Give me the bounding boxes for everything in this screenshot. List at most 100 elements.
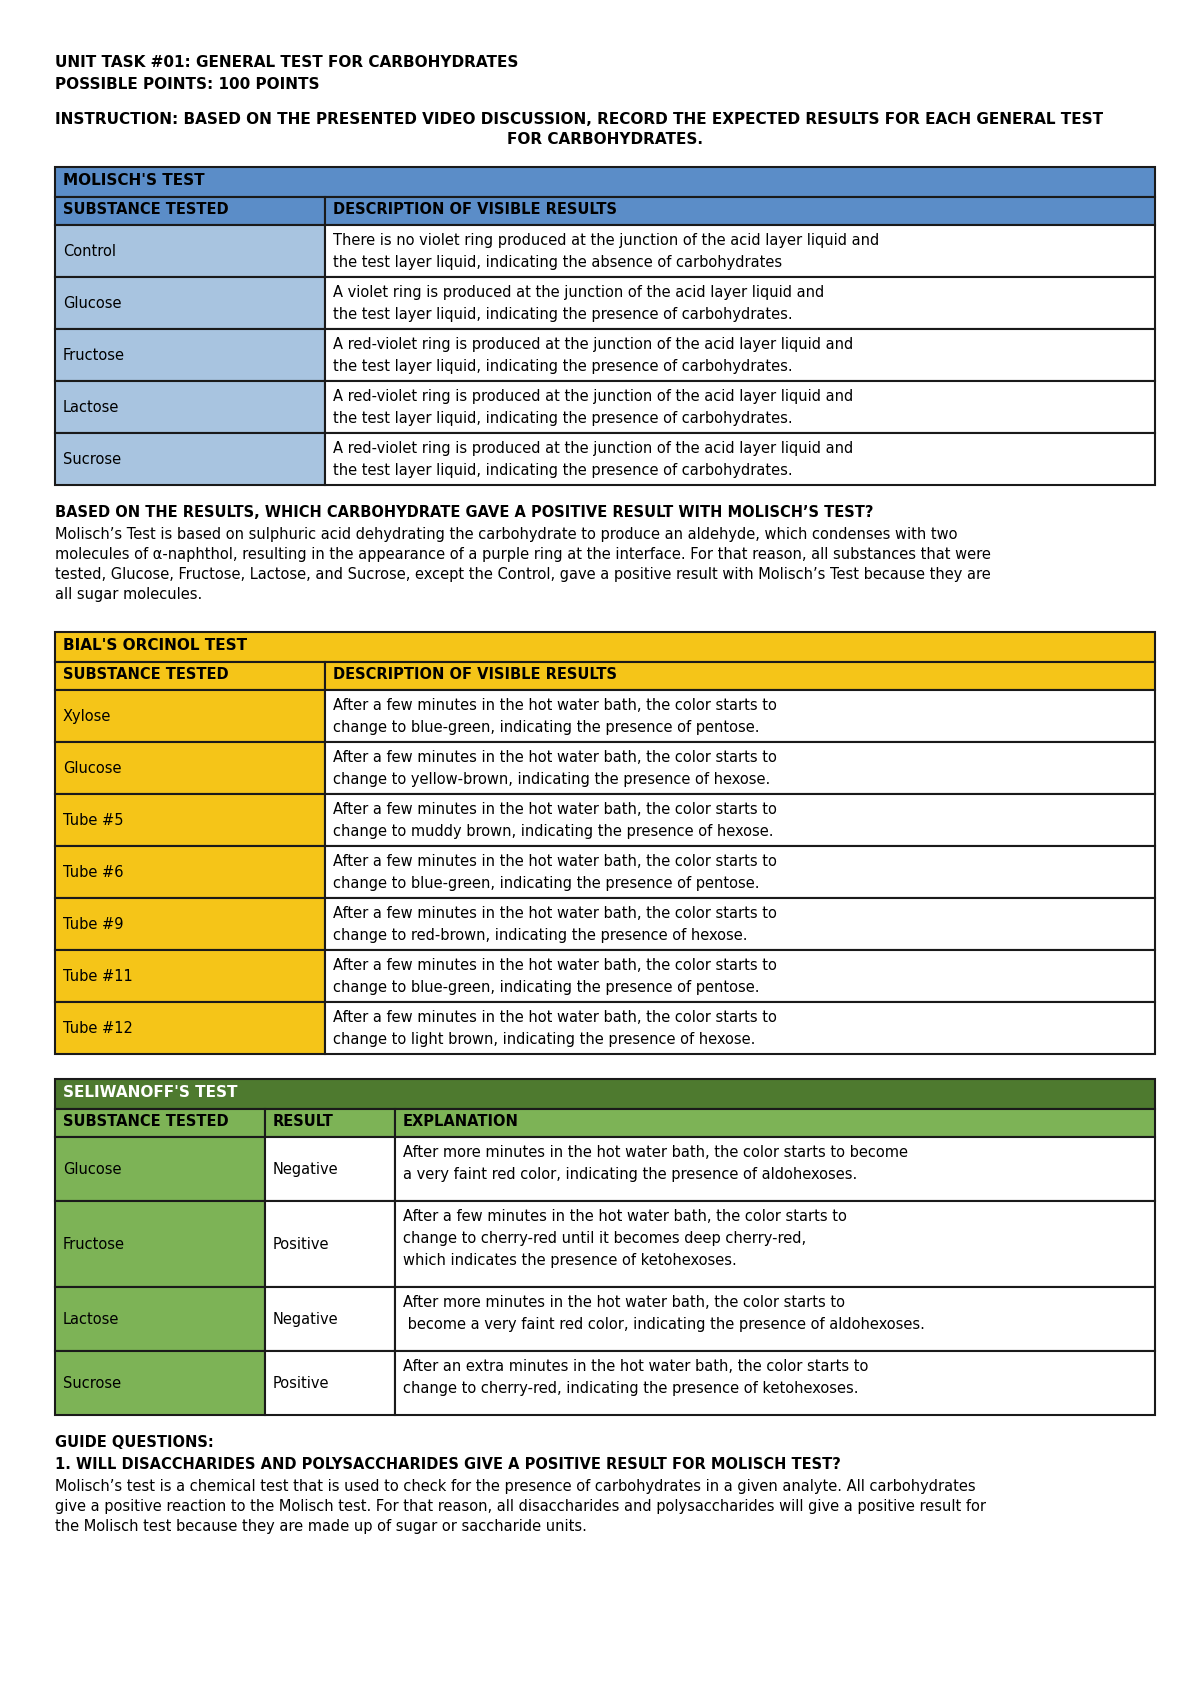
Text: Negative: Negative	[274, 1313, 338, 1328]
Text: UNIT TASK #01: GENERAL TEST FOR CARBOHYDRATES: UNIT TASK #01: GENERAL TEST FOR CARBOHYD…	[55, 54, 518, 70]
Text: Tube #5: Tube #5	[64, 813, 124, 829]
Text: RESULT: RESULT	[274, 1114, 334, 1129]
Text: tested, Glucose, Fructose, Lactose, and Sucrose, except the Control, gave a posi: tested, Glucose, Fructose, Lactose, and …	[55, 567, 991, 582]
Text: After a few minutes in the hot water bath, the color starts to: After a few minutes in the hot water bat…	[334, 854, 776, 869]
Text: FOR CARBOHYDRATES.: FOR CARBOHYDRATES.	[508, 132, 703, 148]
Bar	[325, 846, 1154, 898]
Text: GUIDE QUESTIONS:: GUIDE QUESTIONS:	[55, 1435, 214, 1450]
Bar	[325, 689, 1154, 742]
Text: Negative: Negative	[274, 1161, 338, 1177]
Text: Lactose: Lactose	[64, 401, 119, 414]
Text: SUBSTANCE TESTED: SUBSTANCE TESTED	[64, 202, 229, 217]
Text: the Molisch test because they are made up of sugar or saccharide units.: the Molisch test because they are made u…	[55, 1520, 587, 1533]
Text: BASED ON THE RESULTS, WHICH CARBOHYDRATE GAVE A POSITIVE RESULT WITH MOLISCH’S T: BASED ON THE RESULTS, WHICH CARBOHYDRATE…	[55, 504, 874, 520]
Bar	[55, 949, 325, 1002]
Bar	[55, 1109, 265, 1138]
Text: Fructose: Fructose	[64, 348, 125, 363]
Bar	[325, 433, 1154, 486]
Text: DESCRIPTION OF VISIBLE RESULTS: DESCRIPTION OF VISIBLE RESULTS	[334, 202, 617, 217]
Bar	[55, 226, 325, 277]
Text: change to cherry-red until it becomes deep cherry-red,: change to cherry-red until it becomes de…	[403, 1231, 806, 1246]
Bar	[325, 380, 1154, 433]
Text: Molisch’s Test is based on sulphuric acid dehydrating the carbohydrate to produc: Molisch’s Test is based on sulphuric aci…	[55, 526, 958, 542]
Bar	[395, 1200, 1154, 1287]
Text: Lactose: Lactose	[64, 1313, 119, 1328]
Text: Tube #11: Tube #11	[64, 970, 133, 985]
Text: molecules of α-naphthol, resulting in the appearance of a purple ring at the int: molecules of α-naphthol, resulting in th…	[55, 547, 991, 562]
Bar	[325, 795, 1154, 846]
Text: Molisch’s test is a chemical test that is used to check for the presence of carb: Molisch’s test is a chemical test that i…	[55, 1479, 976, 1494]
Text: the test layer liquid, indicating the presence of carbohydrates.: the test layer liquid, indicating the pr…	[334, 464, 793, 479]
Bar	[55, 277, 325, 329]
Text: change to muddy brown, indicating the presence of hexose.: change to muddy brown, indicating the pr…	[334, 824, 774, 839]
Text: After a few minutes in the hot water bath, the color starts to: After a few minutes in the hot water bat…	[334, 1010, 776, 1026]
Text: After a few minutes in the hot water bath, the color starts to: After a few minutes in the hot water bat…	[403, 1209, 847, 1224]
Text: Positive: Positive	[274, 1375, 330, 1391]
Text: become a very faint red color, indicating the presence of aldohexoses.: become a very faint red color, indicatin…	[403, 1318, 925, 1331]
Text: SELIWANOFF'S TEST: SELIWANOFF'S TEST	[64, 1085, 238, 1100]
Text: A red-violet ring is produced at the junction of the acid layer liquid and: A red-violet ring is produced at the jun…	[334, 389, 853, 404]
Bar	[265, 1109, 395, 1138]
Text: INSTRUCTION: BASED ON THE PRESENTED VIDEO DISCUSSION, RECORD THE EXPECTED RESULT: INSTRUCTION: BASED ON THE PRESENTED VIDE…	[55, 112, 1103, 127]
Text: give a positive reaction to the Molisch test. For that reason, all disaccharides: give a positive reaction to the Molisch …	[55, 1499, 986, 1515]
Bar	[55, 380, 325, 433]
Text: After a few minutes in the hot water bath, the color starts to: After a few minutes in the hot water bat…	[334, 698, 776, 713]
Text: After a few minutes in the hot water bath, the color starts to: After a few minutes in the hot water bat…	[334, 751, 776, 766]
Text: Fructose: Fructose	[64, 1238, 125, 1251]
Text: After a few minutes in the hot water bath, the color starts to: After a few minutes in the hot water bat…	[334, 907, 776, 920]
Text: which indicates the presence of ketohexoses.: which indicates the presence of ketohexo…	[403, 1253, 737, 1268]
Text: There is no violet ring produced at the junction of the acid layer liquid and: There is no violet ring produced at the …	[334, 233, 880, 248]
Bar	[55, 632, 1154, 662]
Bar	[55, 1078, 1154, 1109]
Bar	[55, 742, 325, 795]
Text: the test layer liquid, indicating the absence of carbohydrates: the test layer liquid, indicating the ab…	[334, 255, 782, 270]
Bar	[55, 898, 325, 949]
Text: a very faint red color, indicating the presence of aldohexoses.: a very faint red color, indicating the p…	[403, 1167, 857, 1182]
Bar	[395, 1287, 1154, 1352]
Text: Sucrose: Sucrose	[64, 452, 121, 467]
Text: 1. WILL DISACCHARIDES AND POLYSACCHARIDES GIVE A POSITIVE RESULT FOR MOLISCH TES: 1. WILL DISACCHARIDES AND POLYSACCHARIDE…	[55, 1457, 841, 1472]
Text: Tube #12: Tube #12	[64, 1020, 133, 1036]
Text: After a few minutes in the hot water bath, the color starts to: After a few minutes in the hot water bat…	[334, 958, 776, 973]
Text: After more minutes in the hot water bath, the color starts to become: After more minutes in the hot water bath…	[403, 1144, 908, 1160]
Bar	[55, 1002, 325, 1054]
Text: change to light brown, indicating the presence of hexose.: change to light brown, indicating the pr…	[334, 1032, 755, 1048]
Bar	[55, 197, 325, 226]
Bar	[325, 329, 1154, 380]
Bar	[395, 1138, 1154, 1200]
Text: Glucose: Glucose	[64, 295, 121, 311]
Text: SUBSTANCE TESTED: SUBSTANCE TESTED	[64, 1114, 229, 1129]
Bar	[265, 1138, 395, 1200]
Text: SUBSTANCE TESTED: SUBSTANCE TESTED	[64, 667, 229, 683]
Bar	[325, 662, 1154, 689]
Text: the test layer liquid, indicating the presence of carbohydrates.: the test layer liquid, indicating the pr…	[334, 307, 793, 323]
Bar	[395, 1109, 1154, 1138]
Text: the test layer liquid, indicating the presence of carbohydrates.: the test layer liquid, indicating the pr…	[334, 358, 793, 374]
Bar	[55, 662, 325, 689]
Text: POSSIBLE POINTS: 100 POINTS: POSSIBLE POINTS: 100 POINTS	[55, 76, 319, 92]
Text: change to blue-green, indicating the presence of pentose.: change to blue-green, indicating the pre…	[334, 720, 760, 735]
Bar	[55, 1352, 265, 1414]
Text: change to cherry-red, indicating the presence of ketohexoses.: change to cherry-red, indicating the pre…	[403, 1380, 858, 1396]
Bar	[325, 898, 1154, 949]
Text: DESCRIPTION OF VISIBLE RESULTS: DESCRIPTION OF VISIBLE RESULTS	[334, 667, 617, 683]
Text: After a few minutes in the hot water bath, the color starts to: After a few minutes in the hot water bat…	[334, 801, 776, 817]
Bar	[55, 433, 325, 486]
Text: Control: Control	[64, 245, 116, 260]
Bar	[325, 949, 1154, 1002]
Text: Sucrose: Sucrose	[64, 1375, 121, 1391]
Text: the test layer liquid, indicating the presence of carbohydrates.: the test layer liquid, indicating the pr…	[334, 411, 793, 426]
Text: EXPLANATION: EXPLANATION	[403, 1114, 518, 1129]
Text: Glucose: Glucose	[64, 1161, 121, 1177]
Text: change to red-brown, indicating the presence of hexose.: change to red-brown, indicating the pres…	[334, 929, 748, 942]
Bar	[265, 1200, 395, 1287]
Text: Glucose: Glucose	[64, 761, 121, 776]
Bar	[325, 226, 1154, 277]
Text: A red-violet ring is produced at the junction of the acid layer liquid and: A red-violet ring is produced at the jun…	[334, 441, 853, 457]
Text: MOLISCH'S TEST: MOLISCH'S TEST	[64, 173, 205, 188]
Bar	[55, 1287, 265, 1352]
Bar	[265, 1352, 395, 1414]
Text: Tube #9: Tube #9	[64, 917, 124, 932]
Bar	[265, 1287, 395, 1352]
Text: A red-violet ring is produced at the junction of the acid layer liquid and: A red-violet ring is produced at the jun…	[334, 336, 853, 351]
